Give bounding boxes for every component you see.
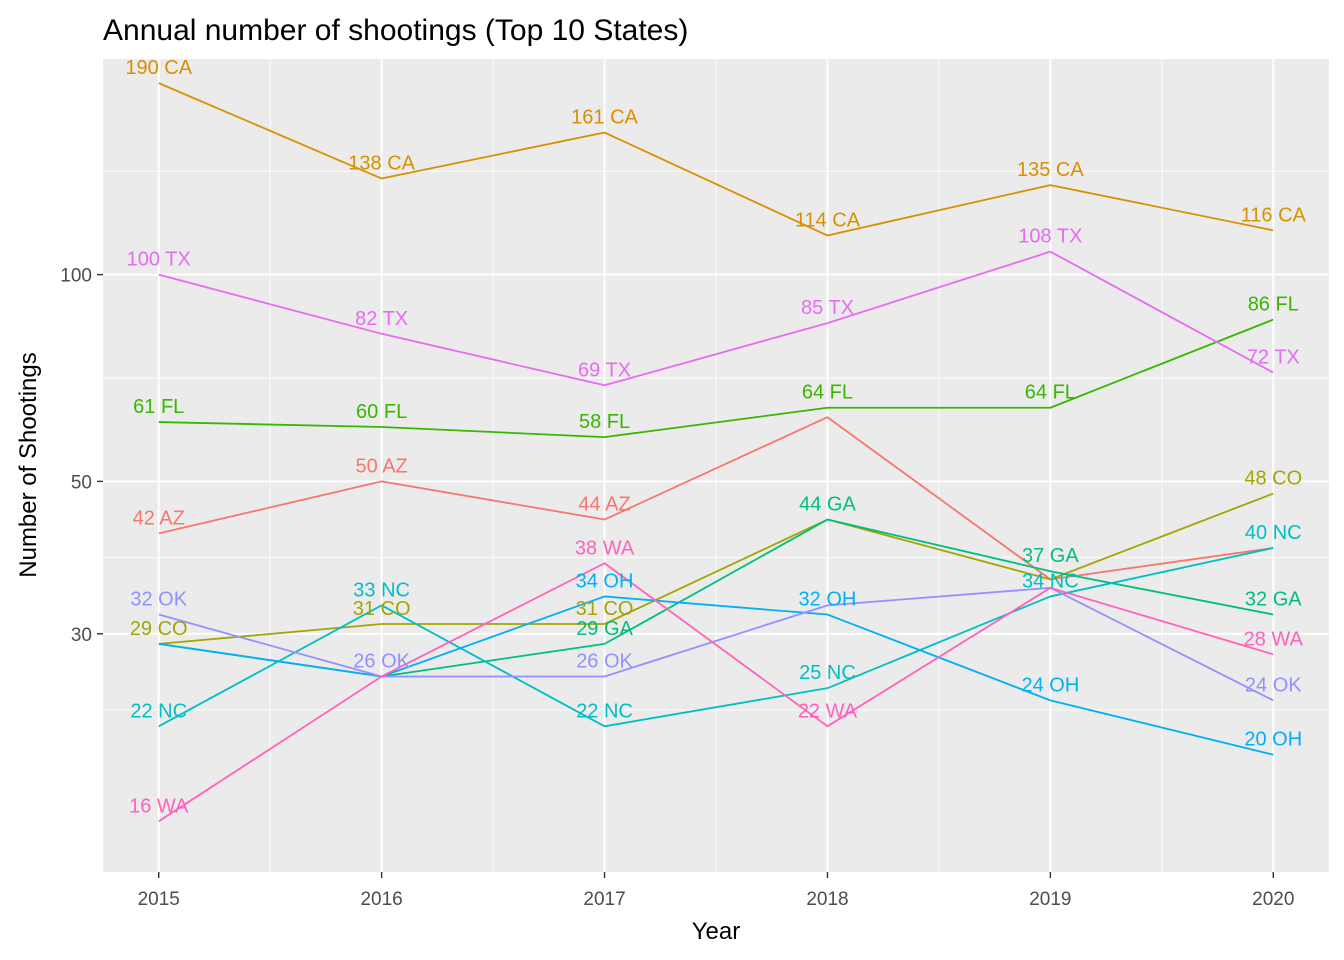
data-label-wa: 22 WA <box>798 700 858 722</box>
major-gridlines-x <box>157 59 1275 872</box>
x-tick-label: 2017 <box>583 889 625 910</box>
data-label-ga: 32 GA <box>1245 589 1302 611</box>
data-label-nc: 40 NC <box>1245 522 1302 544</box>
x-axis-title: Year <box>692 918 741 945</box>
data-label-ca: 135 CA <box>1017 159 1084 181</box>
data-label-ca: 138 CA <box>348 153 415 175</box>
data-label-tx: 100 TX <box>127 249 191 271</box>
data-label-ga: 29 GA <box>576 618 633 640</box>
data-label-nc: 25 NC <box>799 662 856 684</box>
series-line-ca <box>158 82 1274 237</box>
x-tick-label: 2018 <box>806 889 848 910</box>
series-line-oh <box>158 595 1274 756</box>
data-label-az: 50 AZ <box>356 455 408 477</box>
x-tick-label: 2016 <box>360 889 402 910</box>
data-label-ok: 26 OK <box>576 650 633 672</box>
major-gridlines-y <box>103 273 1329 635</box>
x-tick-label: 2015 <box>138 889 180 910</box>
data-label-wa: 38 WA <box>575 537 635 559</box>
data-label-co: 31 CO <box>576 598 634 620</box>
data-label-fl: 86 FL <box>1248 294 1299 316</box>
data-label-wa: 16 WA <box>129 795 189 817</box>
data-label-ca: 116 CA <box>1241 204 1307 226</box>
y-tick-label: 30 <box>71 625 92 646</box>
chart-title: Annual number of shootings (Top 10 State… <box>103 14 688 47</box>
series-line-nc <box>158 547 1274 728</box>
data-label-ok: 32 OK <box>130 589 187 611</box>
data-label-fl: 60 FL <box>356 401 407 423</box>
data-labels: 42 AZ 50 AZ 44 AZ 190 CA 138 CA 161 CA 114 CA 1… <box>125 57 1306 817</box>
data-label-fl: 61 FL <box>133 396 184 418</box>
data-label-nc: 34 NC <box>1022 570 1079 592</box>
data-label-oh: 24 OH <box>1021 674 1079 696</box>
data-label-oh: 34 OH <box>576 570 634 592</box>
series-line-wa <box>158 562 1274 823</box>
data-label-wa: 28 WA <box>1244 628 1304 650</box>
data-label-fl: 58 FL <box>579 411 630 433</box>
data-label-nc: 22 NC <box>130 700 187 722</box>
data-label-ga: 44 GA <box>799 494 856 516</box>
x-tick-label: 2019 <box>1029 889 1071 910</box>
data-label-ok: 24 OK <box>1245 674 1302 696</box>
data-label-tx: 85 TX <box>801 297 854 319</box>
series-line-ok <box>158 586 1274 702</box>
x-tick-label: 2020 <box>1252 889 1294 910</box>
data-label-co: 29 CO <box>130 618 188 640</box>
data-label-az: 42 AZ <box>133 507 185 529</box>
data-label-tx: 69 TX <box>578 359 631 381</box>
series-line-co <box>158 492 1274 645</box>
y-tick-label: 50 <box>71 472 92 493</box>
data-label-tx: 72 TX <box>1247 347 1300 369</box>
data-label-az: 44 AZ <box>578 494 630 516</box>
data-label-nc: 22 NC <box>576 700 633 722</box>
data-label-ca: 114 CA <box>795 210 861 232</box>
data-label-fl: 64 FL <box>1025 382 1076 404</box>
y-axis: 30 50 100 <box>60 266 103 646</box>
series-line-fl <box>158 318 1274 439</box>
x-axis: 2015 2016 2017 2018 2019 2020 <box>138 872 1294 910</box>
data-label-co: 48 CO <box>1244 468 1302 490</box>
data-label-ok: 26 OK <box>353 650 410 672</box>
data-label-ga: 37 GA <box>1022 545 1079 567</box>
series-lines <box>158 82 1274 823</box>
minor-gridlines-x <box>269 59 1163 872</box>
data-label-oh: 20 OH <box>1244 729 1302 751</box>
data-label-tx: 108 TX <box>1018 226 1082 248</box>
data-label-oh: 32 OH <box>799 589 857 611</box>
y-tick-label: 100 <box>60 266 92 287</box>
data-label-ca: 190 CA <box>125 57 192 79</box>
data-label-co: 31 CO <box>353 598 411 620</box>
series-line-tx <box>158 250 1274 387</box>
data-label-ca: 161 CA <box>571 107 638 129</box>
data-label-fl: 64 FL <box>802 382 853 404</box>
data-label-nc: 33 NC <box>353 579 410 601</box>
series-line-az <box>158 416 1274 581</box>
y-axis-title: Number of Shootings <box>15 352 42 577</box>
data-label-tx: 82 TX <box>355 308 408 330</box>
